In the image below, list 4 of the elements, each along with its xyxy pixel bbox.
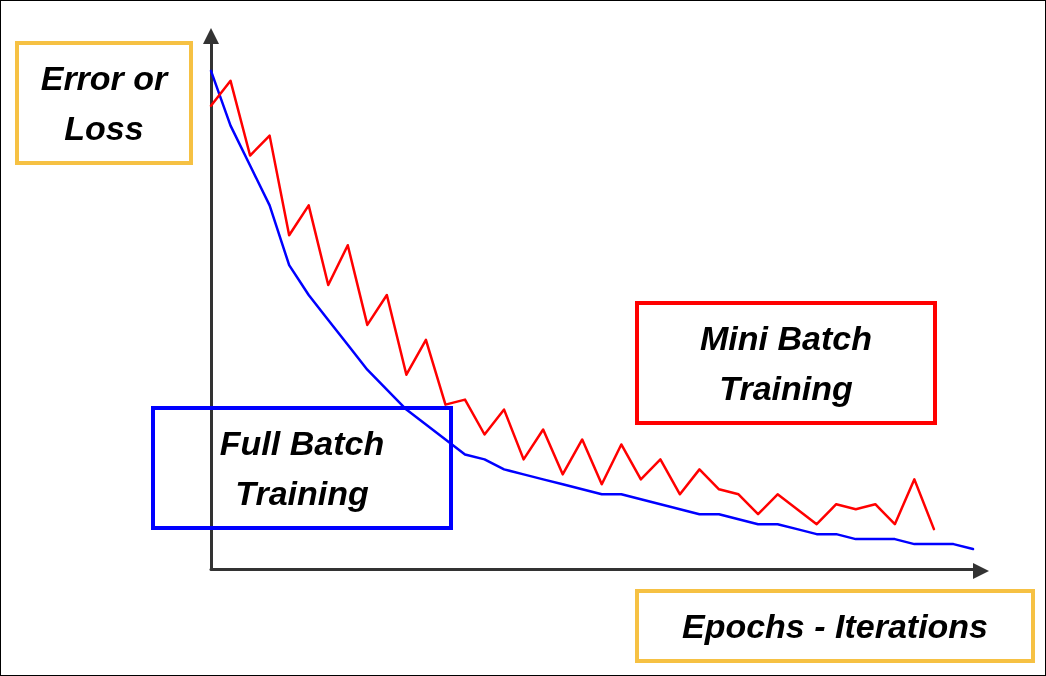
series-label: Full Batch Training bbox=[151, 406, 453, 530]
y-axis-title: Error or Loss bbox=[15, 41, 193, 165]
series-label: Mini Batch Training bbox=[635, 301, 937, 425]
x-axis-title: Epochs - Iterations bbox=[635, 589, 1035, 663]
